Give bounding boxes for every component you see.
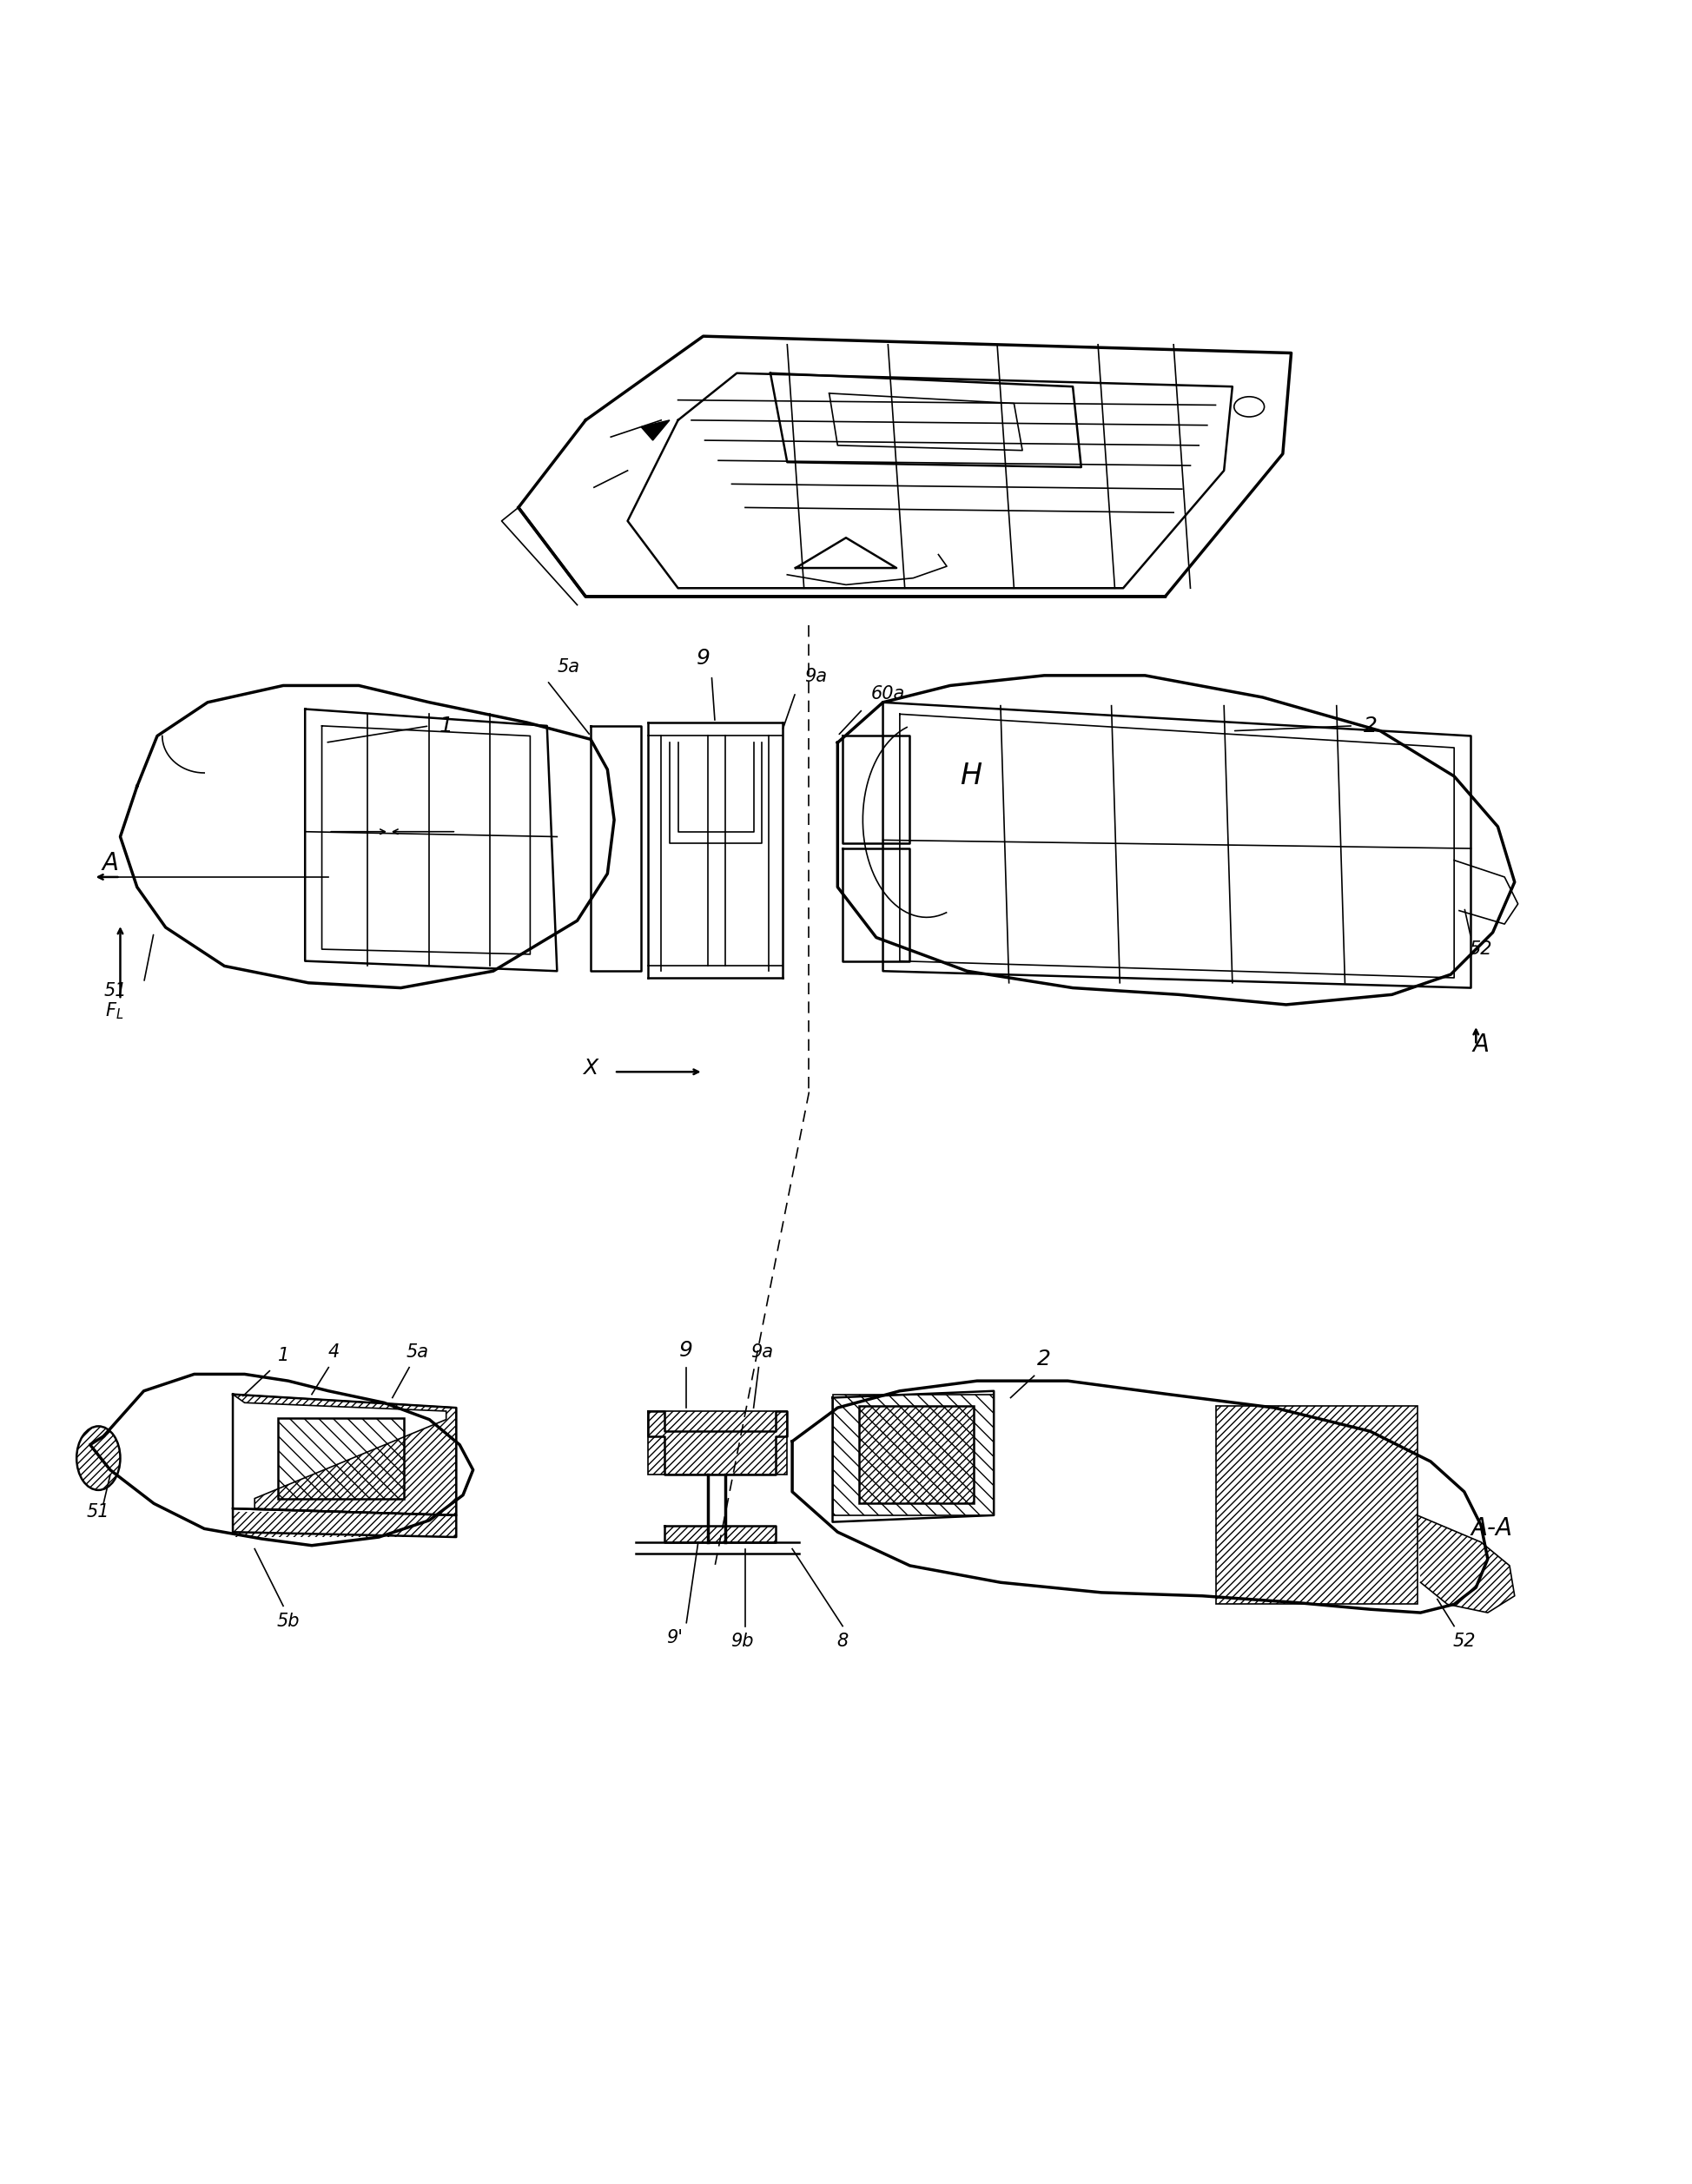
Bar [277, 1417, 404, 1498]
Polygon shape [641, 419, 670, 441]
Text: 51: 51 [86, 1503, 110, 1520]
Text: 2: 2 [1364, 716, 1377, 736]
Text: 1: 1 [440, 716, 453, 736]
Text: 1: 1 [277, 1348, 289, 1365]
Text: 5a: 5a [406, 1343, 428, 1361]
Text: 4: 4 [328, 1343, 340, 1361]
Text: 9: 9 [680, 1341, 694, 1361]
Ellipse shape [76, 1426, 120, 1489]
Bar [860, 1406, 973, 1503]
Text: 9b: 9b [731, 1634, 753, 1651]
Text: 9a: 9a [804, 668, 827, 686]
Bar [860, 1406, 973, 1503]
Text: 51: 51 [103, 983, 127, 1000]
Text: A: A [102, 852, 118, 876]
Bar [233, 1511, 457, 1538]
Bar [648, 1411, 787, 1474]
Text: X: X [582, 1057, 597, 1079]
Text: 2: 2 [1037, 1348, 1051, 1369]
Text: 9a: 9a [751, 1343, 773, 1361]
Text: 9: 9 [697, 649, 711, 668]
Bar [832, 1393, 993, 1516]
Text: 5b: 5b [277, 1612, 299, 1629]
Text: 9': 9' [667, 1629, 684, 1647]
Bar [665, 1524, 775, 1542]
Text: $F_L$: $F_L$ [105, 1000, 124, 1022]
Bar [1215, 1406, 1418, 1605]
Text: A: A [1472, 1033, 1489, 1057]
Text: 8: 8 [838, 1634, 848, 1651]
Text: A-A: A-A [1470, 1516, 1513, 1542]
Text: H: H [961, 762, 981, 791]
Text: 5a: 5a [557, 657, 580, 675]
Bar [277, 1417, 404, 1498]
Text: 60a: 60a [871, 686, 905, 703]
Text: 52: 52 [1470, 941, 1492, 959]
Text: 52: 52 [1453, 1634, 1475, 1651]
